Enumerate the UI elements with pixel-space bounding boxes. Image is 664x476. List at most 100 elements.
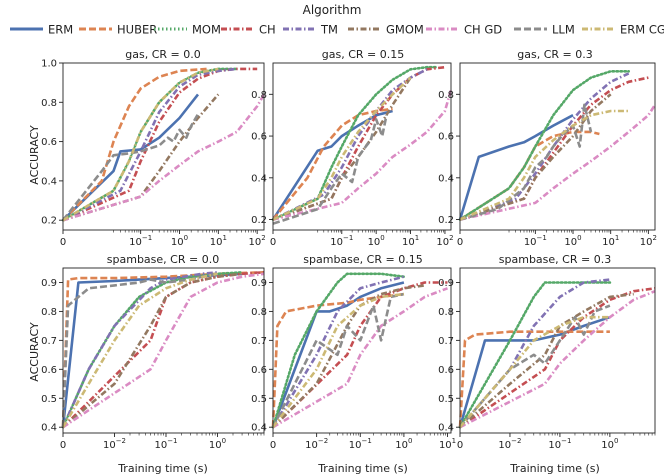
y-tick-label: 0.4 [41, 423, 57, 434]
panel-title: gas, CR = 0.15 [322, 48, 404, 61]
legend-entry-ch-gd: CH GD [426, 23, 502, 37]
series-line-ch [62, 271, 265, 429]
y-tick-label: 0.5 [438, 394, 454, 405]
y-tick-label: 0.7 [251, 336, 267, 347]
series-line-huber [62, 67, 207, 222]
y-tick-label: 0.8 [41, 98, 57, 109]
y-tick-label: 0.9 [438, 278, 454, 289]
y-tick-label: 0.6 [251, 132, 267, 143]
series-line-gmom [272, 284, 425, 429]
series-group [61, 270, 265, 429]
series-line-mom [271, 272, 406, 429]
panel-title: gas, CR = 0.3 [517, 48, 592, 61]
axes-frame [62, 267, 265, 434]
y-axis-label-bottom: ACCURACY [28, 322, 41, 382]
x-tick-label: 0 [60, 440, 66, 451]
series-line-ch-gd [459, 104, 657, 221]
series-line-erm-cgd [271, 292, 405, 428]
x-tick-label: 10−2 [498, 437, 521, 451]
x-tick-label: 101 [439, 437, 456, 451]
series-line-ch [459, 287, 656, 429]
x-tick-label: 0 [457, 237, 463, 248]
x-tick-label: 0 [270, 440, 276, 451]
series-line-erm-cgd [61, 272, 218, 428]
series-group [271, 65, 453, 225]
series-line-llm [61, 113, 200, 222]
legend-entry-erm-cgd: ERM CGD [582, 23, 664, 37]
y-tick-label: 0.8 [251, 90, 267, 101]
legend-entry-mom: MOM [154, 23, 221, 37]
x-tick-label: 100 [601, 437, 618, 451]
y-tick-label: 0.7 [41, 336, 57, 347]
y-tick-label: 0.9 [41, 278, 57, 289]
series-line-erm-cgd [272, 76, 412, 221]
y-tick-label: 0.9 [251, 278, 267, 289]
y-tick-label: 0.4 [251, 423, 267, 434]
panel-title: spambase, CR = 0.0 [107, 253, 219, 266]
series-line-llm [459, 103, 593, 221]
panel-spambase-cr-0.15: spambase, CR = 0.15 0.4 0.5 0.6 0.7 0.8 0.9 0 1… [251, 253, 456, 451]
legend-label: CH [259, 23, 276, 37]
series-line-mom [61, 270, 244, 429]
legend-label: ERM [48, 23, 73, 37]
panel-title: spambase, CR = 0.15 [303, 253, 422, 266]
y-tick-label: 0.6 [41, 365, 57, 376]
x-tick-label: 101 [210, 234, 227, 248]
legend-label: MOM [192, 23, 221, 37]
series-line-ch-gd [459, 289, 656, 429]
x-axis-label-left: Training time (s) [117, 462, 208, 475]
series-line-gmom [62, 272, 243, 429]
x-axis-label-middle: Training time (s) [317, 462, 408, 475]
x-tick-label: 100 [368, 234, 385, 248]
x-tick-label: 10−1 [349, 437, 372, 451]
series-line-ch-gd [62, 93, 266, 222]
series-line-gmom [459, 93, 612, 221]
y-tick-label: 0.5 [251, 394, 267, 405]
panel-gas-cr-0.15: gas, CR = 0.15 0.2 0.4 0.6 0.8 0 10−1 100 101 10… [251, 48, 453, 248]
legend-label: CH GD [464, 23, 502, 37]
x-tick-label: 10−1 [129, 234, 152, 248]
y-tick-label: 0.2 [251, 215, 267, 226]
legend-entry-llm: LLM [514, 23, 575, 37]
y-tick-label: 0.6 [251, 365, 267, 376]
series-line-erm [62, 93, 200, 222]
series-group [61, 67, 266, 222]
x-tick-label: 100 [564, 234, 581, 248]
series-line-llm [459, 304, 611, 429]
series-group [271, 272, 448, 429]
series-line-tm [272, 68, 428, 221]
series-line-erm-cgd [62, 67, 219, 222]
panel-spambase-cr-0.3: spambase, CR = 0.3 0.40.50.60.70.80.90 10… [438, 253, 656, 451]
y-tick-label: 0.2 [41, 216, 57, 227]
y-tick-label: 0.2 [438, 215, 454, 226]
y-tick-label: 0.8 [251, 307, 267, 318]
x-axis-label-right: Training time (s) [509, 462, 600, 475]
series-line-gmom [62, 93, 220, 222]
series-line-llm [271, 292, 405, 428]
series-line-ch-gd [62, 272, 265, 429]
series-line-ch [459, 76, 649, 221]
y-tick-label: 0.6 [41, 137, 57, 148]
series-line-ch-gd [272, 287, 448, 429]
y-tick-label: 0.7 [438, 336, 454, 347]
legend-title: Algorithm [303, 3, 362, 17]
legend-entry-tm: TM [283, 23, 338, 37]
y-tick-label: 0.8 [41, 307, 57, 318]
legend-entry-erm: ERM [10, 23, 73, 37]
y-tick-label: 1.0 [41, 59, 57, 70]
x-tick-label: 100 [395, 437, 412, 451]
axes-frame [62, 62, 265, 231]
series-line-huber [458, 330, 610, 428]
panel-gas-cr-0.0: gas, CR = 0.0 0.2 0.4 0.6 0.8 1.0 0 10−1 100 101… [41, 48, 266, 248]
series-line-erm-cgd [459, 315, 610, 429]
y-tick-label: 0.5 [41, 394, 57, 405]
series-line-tm [61, 271, 218, 428]
series-line-llm [61, 272, 218, 428]
series-line-tm [459, 72, 630, 221]
legend-label: ERM CGD [620, 23, 664, 37]
series-line-mom [271, 65, 439, 221]
series-line-huber [271, 292, 405, 428]
legend-label: GMOM [386, 23, 424, 37]
x-tick-label: 10−1 [154, 437, 177, 451]
legend-label: HUBER [117, 23, 157, 37]
